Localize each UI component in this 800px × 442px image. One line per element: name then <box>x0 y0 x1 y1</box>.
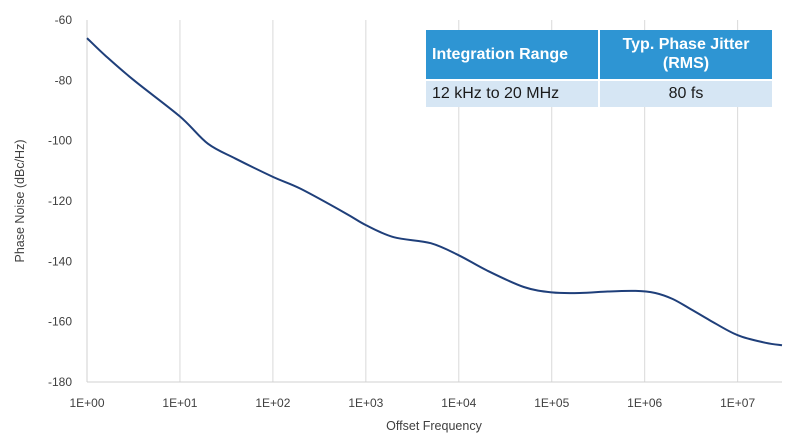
table-header-row: Integration Range Typ. Phase Jitter (RMS… <box>426 30 772 80</box>
x-tick-label: 1E+07 <box>720 396 755 410</box>
y-axis-title: Phase Noise (dBc/Hz) <box>13 140 27 263</box>
y-tick-label: -100 <box>48 134 72 148</box>
x-tick-label: 1E+04 <box>441 396 476 410</box>
x-axis-title: Offset Frequency <box>386 419 482 433</box>
header-phase-jitter: Typ. Phase Jitter (RMS) <box>599 30 772 80</box>
phase-jitter-table: Integration Range Typ. Phase Jitter (RMS… <box>426 30 772 107</box>
series-layer <box>86 37 783 347</box>
y-tick-labels: -60 -80 -100 -120 -140 -160 -180 <box>48 13 72 389</box>
y-tick-label: -180 <box>48 375 72 389</box>
table-row: 12 kHz to 20 MHz 80 fs <box>426 79 772 107</box>
y-tick-label: -80 <box>55 73 73 87</box>
x-tick-label: 1E+00 <box>69 396 104 410</box>
x-tick-label: 1E+02 <box>255 396 290 410</box>
x-tick-labels: 1E+00 1E+01 1E+02 1E+03 1E+04 1E+05 1E+06 1E+07 <box>69 396 755 410</box>
cell-phase-jitter: 80 fs <box>599 79 772 107</box>
y-tick-label: -120 <box>48 194 72 208</box>
phase-noise-line <box>86 37 783 347</box>
y-tick-label: -60 <box>55 13 73 27</box>
x-tick-label: 1E+03 <box>348 396 383 410</box>
x-tick-label: 1E+06 <box>627 396 662 410</box>
x-tick-label: 1E+01 <box>162 396 197 410</box>
cell-integration-range: 12 kHz to 20 MHz <box>426 79 600 107</box>
x-tick-label: 1E+05 <box>534 396 569 410</box>
y-tick-label: -160 <box>48 315 72 329</box>
header-integration-range: Integration Range <box>426 30 600 80</box>
y-tick-label: -140 <box>48 254 72 268</box>
